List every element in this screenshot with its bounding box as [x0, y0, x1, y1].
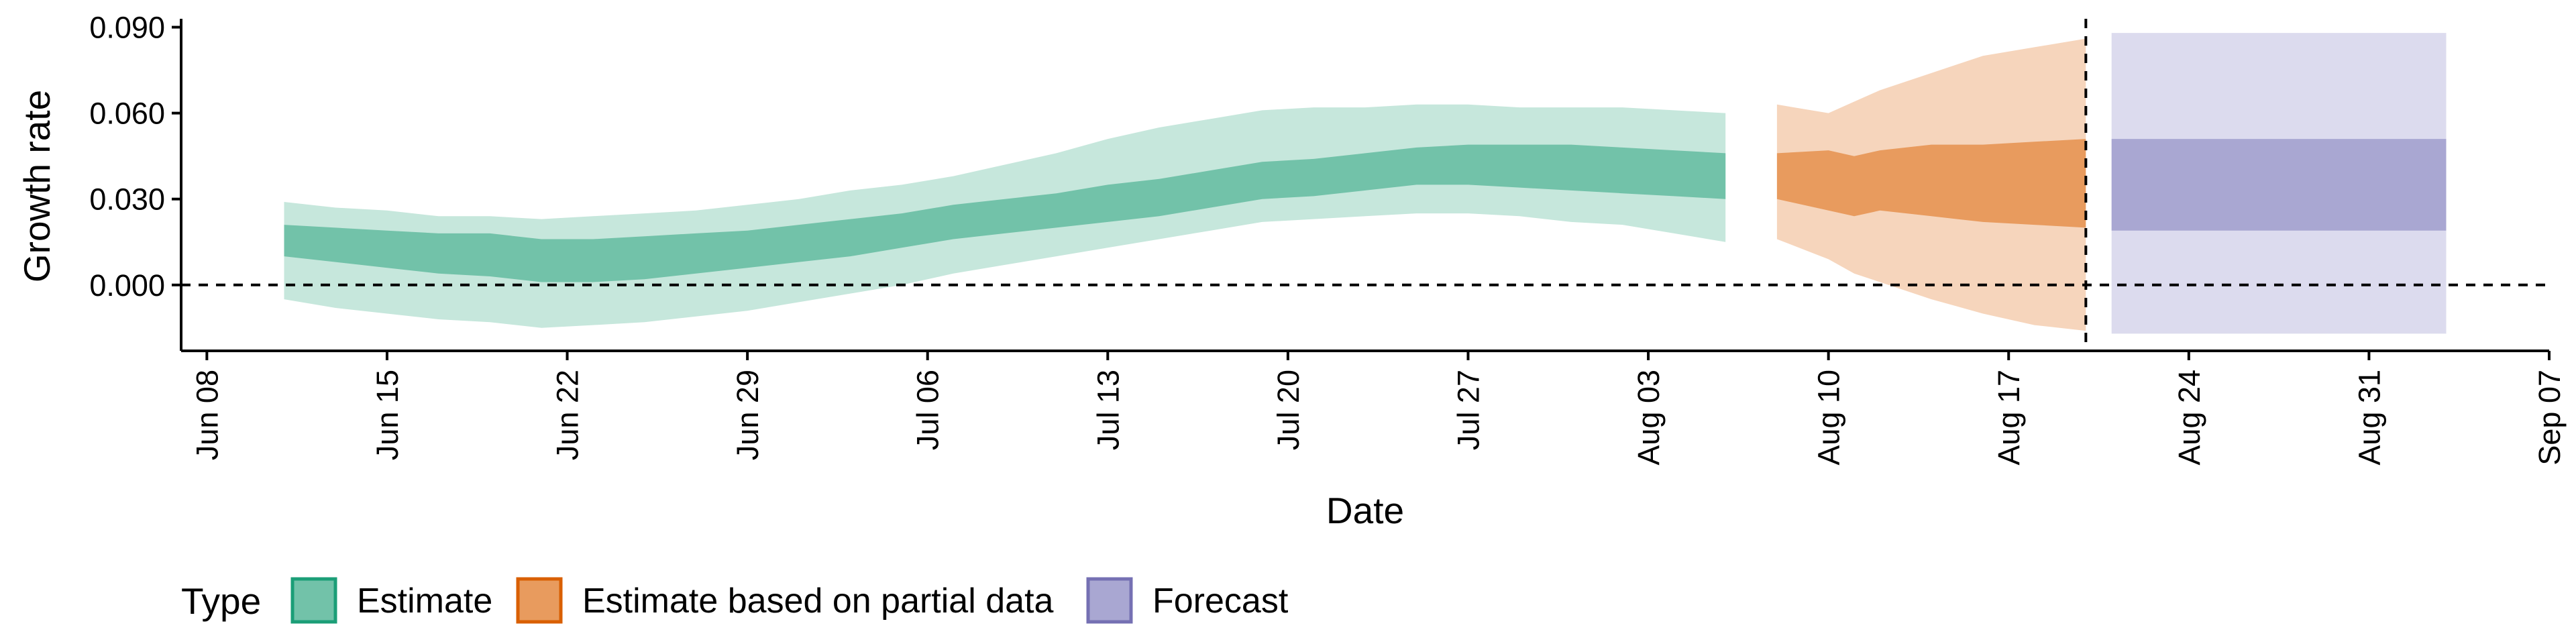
legend-label-estimate-based-on-partial-data: Estimate based on partial data: [582, 582, 1054, 621]
y-tick-label: 0.000: [89, 268, 165, 303]
legend-label-estimate: Estimate: [357, 582, 492, 621]
x-tick-label: Sep 07: [2532, 370, 2567, 466]
legend: Type Estimate Estimate based on partial d…: [181, 577, 1289, 624]
x-tick-label: Jun 22: [551, 370, 585, 460]
x-tick-label: Aug 10: [1812, 370, 1846, 466]
legend-title: Type: [181, 580, 261, 622]
y-axis-title: Growth rate: [16, 90, 58, 282]
x-tick-label: Aug 24: [2172, 370, 2206, 466]
legend-label-forecast: Forecast: [1152, 582, 1289, 621]
estimate-inner-band: [284, 144, 1726, 282]
x-tick-label: Aug 03: [1631, 370, 1666, 466]
x-tick-label: Jun 08: [190, 370, 224, 460]
x-tick-label: Jul 27: [1452, 370, 1486, 450]
legend-key-estimate: [290, 577, 337, 624]
x-tick-label: Jun 15: [370, 370, 405, 460]
x-tick-label: Jul 20: [1271, 370, 1305, 450]
x-tick-label: Jul 06: [911, 370, 945, 450]
y-tick-label: 0.060: [89, 97, 165, 131]
x-axis-title: Date: [1326, 490, 1404, 531]
legend-key-forecast: [1086, 577, 1133, 624]
y-tick-label: 0.090: [89, 11, 165, 45]
axes: 0.000 0.030 0.060 0.090 Jun 08 Jun 15 Jun 22 Ju…: [89, 11, 2567, 466]
x-tick-label: Aug 17: [1992, 370, 2026, 466]
x-tick-label: Aug 31: [2352, 370, 2386, 466]
band-layer: [284, 33, 2447, 334]
forecast-inner-band: [2111, 139, 2447, 231]
legend-key-estimate-based-on-partial-data: [516, 577, 563, 624]
x-tick-label: Jun 29: [731, 370, 765, 460]
reference-lines: [181, 19, 2549, 351]
x-tick-label: Jul 13: [1091, 370, 1125, 450]
estimate-based-on-partial-data-inner-band: [1776, 139, 2086, 228]
y-tick-label: 0.030: [89, 182, 165, 217]
